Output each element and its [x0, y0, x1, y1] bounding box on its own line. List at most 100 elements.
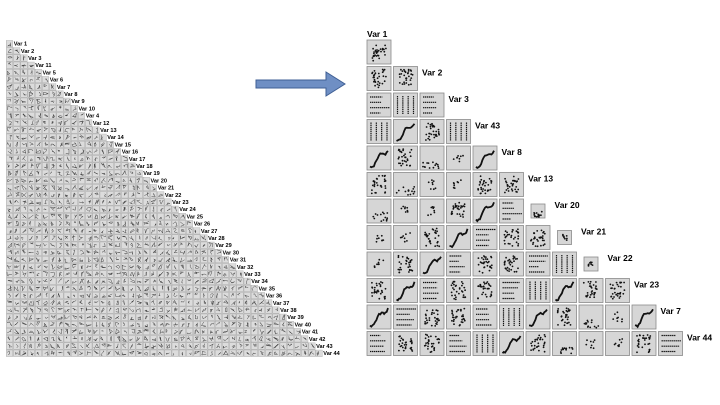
cell-scatter-trace [49, 136, 56, 140]
cell-scatter-trace [246, 351, 250, 355]
plot-point [438, 133, 440, 136]
cell-scatter-trace [210, 264, 213, 269]
matrix-cell [171, 263, 179, 271]
matrix-cell [186, 270, 193, 278]
cell-scatter-trace [287, 352, 293, 355]
cell-scatter-trace [80, 171, 85, 176]
cell-scatter-trace [296, 330, 301, 334]
matrix-cell [27, 299, 35, 307]
cell-scatter-trace [86, 280, 92, 284]
plot-point [401, 162, 404, 165]
matrix-cell [186, 263, 193, 271]
cell-scatter-trace [294, 345, 299, 349]
cell-scatter-trace [36, 71, 41, 75]
plot-point [456, 207, 459, 210]
matrix-cell [27, 198, 35, 206]
plot-point [622, 292, 625, 295]
matrix-cell [63, 213, 71, 220]
plot-point [373, 185, 376, 188]
cell-scatter-trace [144, 228, 149, 234]
cell-scatter-trace [129, 307, 134, 313]
cell-scatter-trace [194, 256, 198, 262]
cell-scatter-trace [166, 300, 170, 305]
cell-scatter-trace [79, 200, 85, 204]
plot-point [482, 188, 484, 190]
plot-point [407, 68, 410, 71]
plot-point [436, 241, 439, 244]
cell-scatter-trace [180, 264, 184, 269]
plot-point [483, 180, 485, 183]
matrix-cell [27, 321, 35, 328]
matrix-cell [171, 313, 179, 321]
plot-point [404, 156, 407, 159]
cell-scatter-trace [129, 228, 135, 234]
plot-point [426, 334, 429, 337]
cell-scatter-trace [230, 286, 235, 291]
matrix-cell [27, 241, 35, 249]
cell-scatter-trace [50, 337, 56, 342]
matrix-cell [135, 220, 143, 227]
cell-scatter-trace [130, 343, 134, 349]
left-variable-label: Var 6 [50, 78, 63, 84]
plot-point [517, 243, 520, 245]
plot-point [371, 72, 373, 75]
cell-scatter-trace [93, 294, 98, 298]
cell-scatter-trace [94, 192, 99, 196]
matrix-cell [171, 321, 179, 328]
plot-point [412, 188, 415, 190]
plot-point [384, 191, 387, 194]
plot-point [450, 212, 453, 215]
cell-scatter-trace [51, 185, 55, 191]
cell-scatter-trace [14, 170, 19, 176]
cell-scatter-trace [57, 149, 60, 152]
matrix-cell [128, 335, 136, 343]
cell-scatter-trace [94, 135, 99, 140]
matrix-cell [222, 306, 229, 314]
cell-scatter-trace [151, 338, 157, 342]
matrix-cell [27, 69, 35, 76]
plot-point [402, 186, 405, 189]
cell-scatter-trace [50, 143, 56, 147]
cell-scatter-trace [259, 329, 265, 335]
matrix-cell [200, 306, 208, 314]
plot-point [427, 214, 429, 217]
cell-scatter-trace [50, 100, 55, 104]
cell-scatter-trace [102, 200, 105, 204]
matrix-cell [49, 292, 57, 299]
plot-point [452, 205, 455, 208]
cell-scatter-trace [28, 193, 34, 198]
matrix-cell [107, 213, 114, 220]
plot-point [426, 319, 428, 322]
cell-scatter-trace [57, 157, 63, 161]
plot-point [504, 191, 506, 194]
cell-scatter-trace [79, 193, 84, 198]
cell-scatter-trace [194, 229, 197, 233]
left-variable-label: Var 11 [35, 63, 51, 69]
plot-point [643, 337, 646, 340]
plot-point [560, 349, 563, 351]
matrix-cell [143, 241, 150, 249]
matrix-cell [128, 321, 136, 328]
cell-scatter-trace [254, 309, 257, 313]
cell-scatter-trace [108, 242, 113, 246]
cell-scatter-trace [273, 315, 279, 321]
plot-point [639, 334, 641, 337]
matrix-cell [193, 313, 201, 321]
matrix-cell [6, 90, 13, 98]
plot-point [375, 182, 378, 184]
cell-scatter-trace [129, 214, 135, 219]
plot-point [534, 340, 536, 343]
matrix-cell [179, 342, 186, 350]
plot-point [460, 179, 462, 182]
plot-point [570, 352, 573, 355]
cell-scatter-trace [181, 285, 185, 292]
cell-scatter-trace [152, 279, 157, 283]
cell-scatter-trace [237, 350, 243, 355]
plot-point [477, 257, 480, 259]
plot-point [450, 284, 453, 287]
cell-scatter-trace [101, 215, 106, 219]
matrix-cell [63, 256, 71, 263]
plot-point [513, 270, 516, 273]
plot-point [458, 208, 460, 211]
matrix-cell [121, 162, 129, 170]
